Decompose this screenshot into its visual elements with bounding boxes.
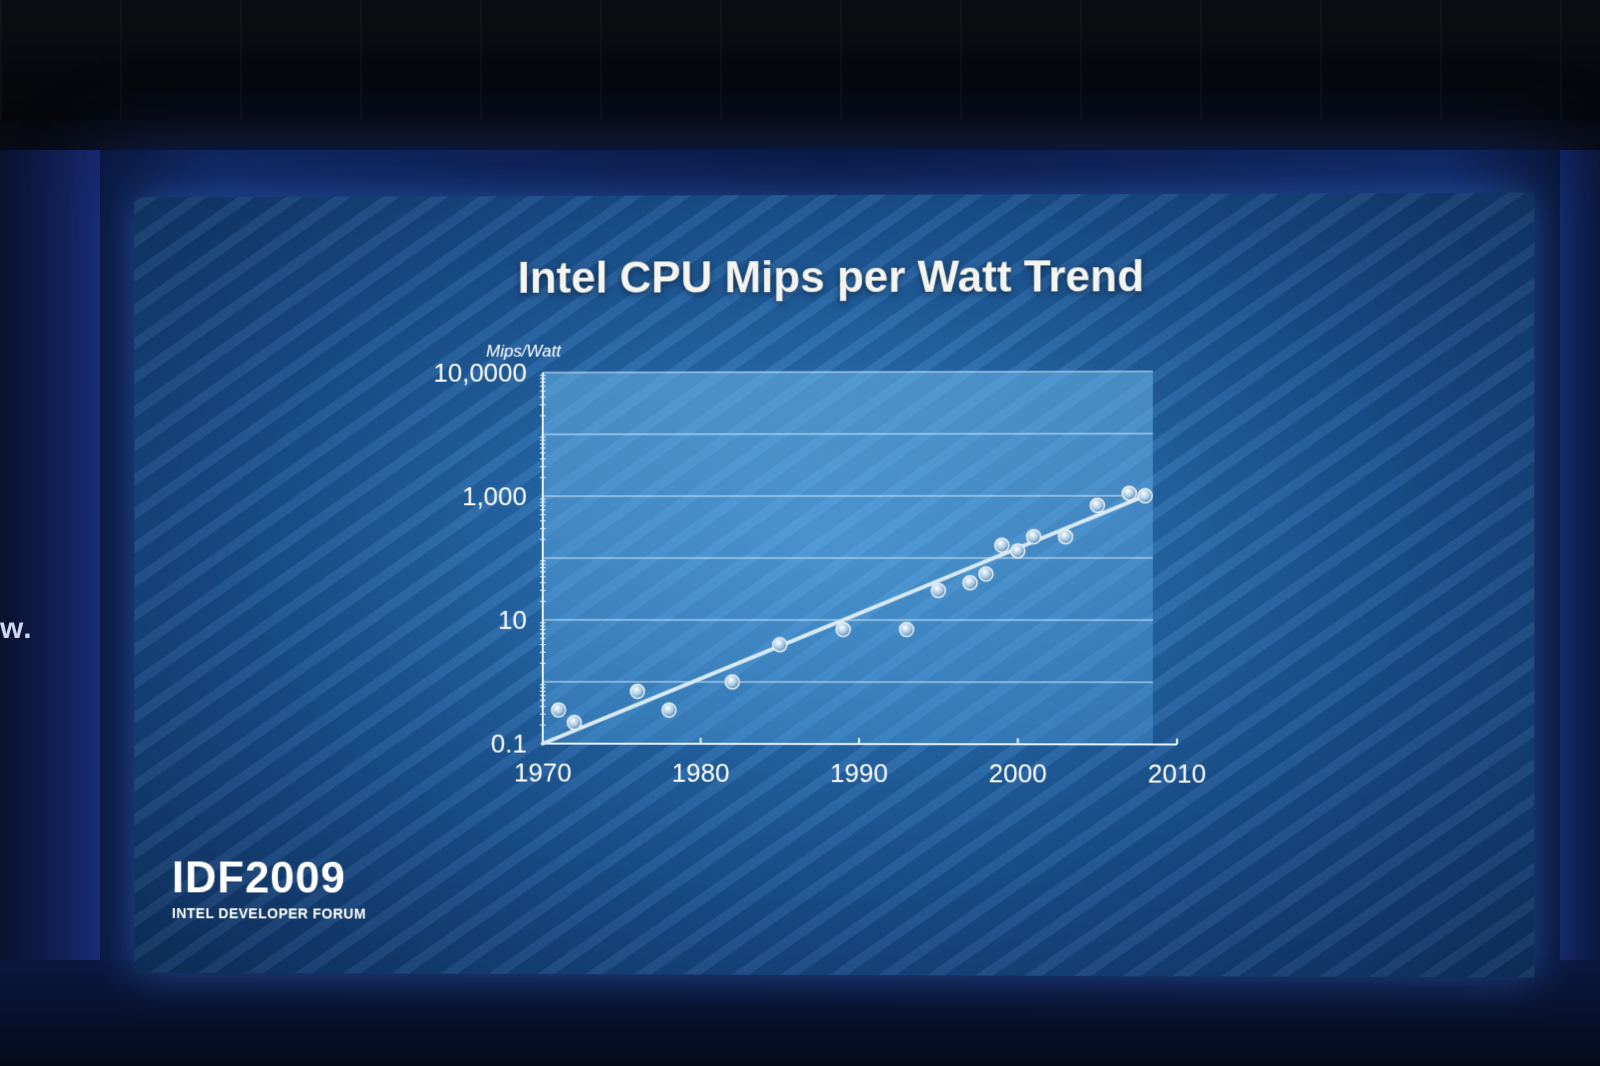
data-point <box>1058 530 1072 544</box>
data-point <box>1011 544 1025 558</box>
y-tick-label: 0.1 <box>491 730 527 758</box>
gridline <box>543 434 1153 435</box>
side-wall-text: w. <box>0 612 33 646</box>
x-tick-label: 1990 <box>830 760 888 788</box>
gridline <box>543 682 1153 683</box>
presentation-slide: Intel CPU Mips per Watt Trend 1970 1980 19… <box>134 193 1534 978</box>
x-tick-label: 1970 <box>514 759 572 787</box>
data-point <box>552 703 566 717</box>
y-tick-label: 10,0000 <box>433 360 526 388</box>
idf-logo-subtitle: INTEL DEVELOPER FORUM <box>172 905 366 921</box>
data-point <box>979 567 993 581</box>
y-tick-label: 10 <box>498 607 527 635</box>
stage-truss <box>0 0 1600 120</box>
data-point <box>931 583 945 597</box>
data-point <box>662 703 676 717</box>
x-tick-label: 2010 <box>1148 760 1206 788</box>
data-point <box>995 538 1009 552</box>
data-point <box>1027 530 1041 544</box>
data-point <box>630 684 644 698</box>
data-point <box>836 623 850 637</box>
y-tick-label: 1,000 <box>462 483 527 511</box>
idf-logo: IDF2009 <box>172 853 346 903</box>
data-point <box>725 675 739 689</box>
x-tick-label: 2000 <box>989 760 1047 788</box>
data-point <box>1138 489 1152 503</box>
y-axis-label: Mips/Watt <box>486 342 562 361</box>
x-tick-label: 1980 <box>672 760 730 788</box>
data-point <box>1122 486 1136 500</box>
data-point <box>567 715 581 729</box>
data-point <box>963 576 977 590</box>
data-point <box>900 623 914 637</box>
left-wall <box>0 150 110 1066</box>
data-point <box>1090 498 1104 512</box>
data-point <box>773 638 787 652</box>
